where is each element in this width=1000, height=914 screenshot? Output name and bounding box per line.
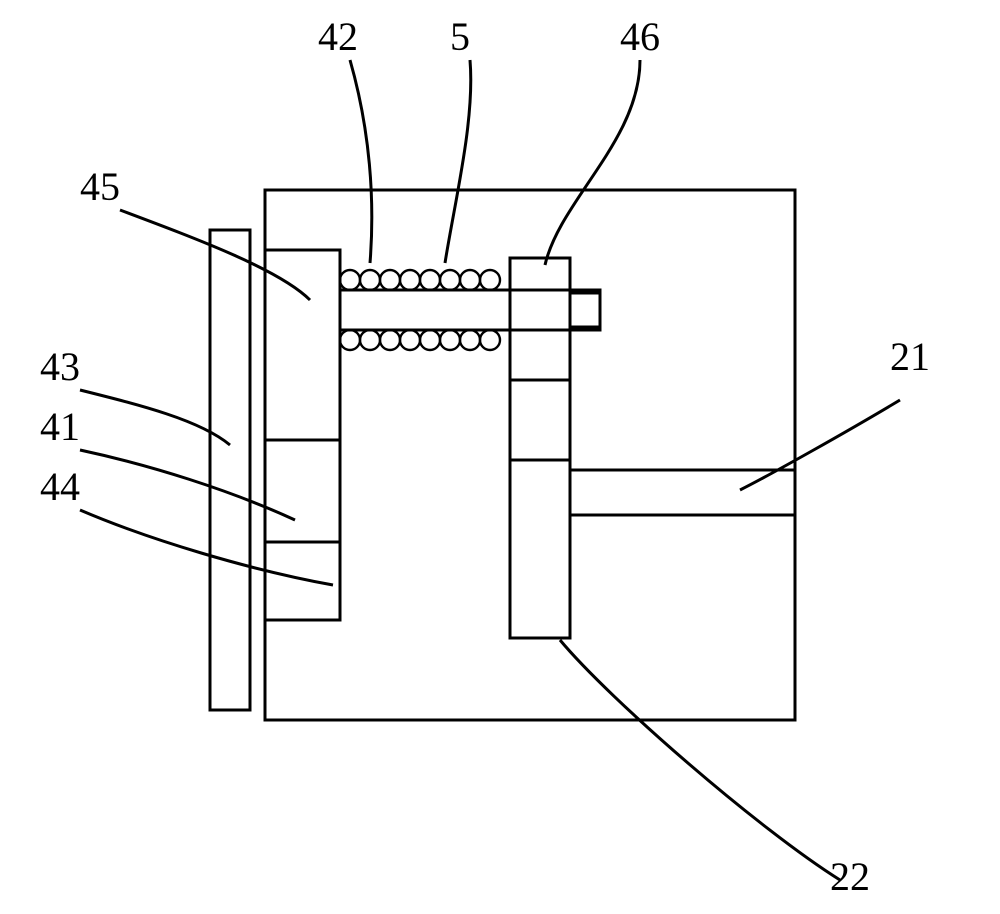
leader-44 [80, 510, 333, 585]
label-45: 45 [80, 164, 120, 209]
leader-21 [740, 400, 900, 490]
spring-coil [460, 330, 480, 350]
spring-coil [480, 270, 500, 290]
label-41: 41 [40, 404, 80, 449]
label-5: 5 [450, 14, 470, 59]
spring-coil [440, 330, 460, 350]
spring-coil [400, 270, 420, 290]
label-22: 22 [830, 854, 870, 899]
leader-5 [445, 60, 471, 263]
label-43: 43 [40, 344, 80, 389]
spring-coil [440, 270, 460, 290]
shaft-stub [570, 293, 600, 327]
vertical-bar-43 [210, 230, 250, 710]
spring-coil [460, 270, 480, 290]
label-46: 46 [620, 14, 660, 59]
leader-22 [560, 640, 840, 880]
label-44: 44 [40, 464, 80, 509]
shaft-42 [340, 290, 600, 330]
label-21: 21 [890, 334, 930, 379]
outer-box [265, 190, 795, 720]
spring-coil [380, 330, 400, 350]
leader-41 [80, 450, 295, 520]
spring-coil [340, 330, 360, 350]
spring-coil [360, 270, 380, 290]
label-42: 42 [318, 14, 358, 59]
spring-coil [400, 330, 420, 350]
leader-45 [120, 210, 310, 300]
right-block-46-22 [510, 258, 570, 638]
spring-coil [360, 330, 380, 350]
leader-46 [545, 60, 640, 265]
leader-42 [350, 60, 372, 263]
leader-43 [80, 390, 230, 445]
spring-coil [420, 330, 440, 350]
left-block-41 [265, 250, 340, 620]
spring-coil [420, 270, 440, 290]
technical-diagram: 42 5 46 45 43 41 44 21 22 [0, 0, 1000, 914]
spring-coil [380, 270, 400, 290]
spring-coil [480, 330, 500, 350]
spring-coil [340, 270, 360, 290]
horizontal-bar-21 [570, 470, 795, 515]
spring-5 [340, 270, 500, 350]
